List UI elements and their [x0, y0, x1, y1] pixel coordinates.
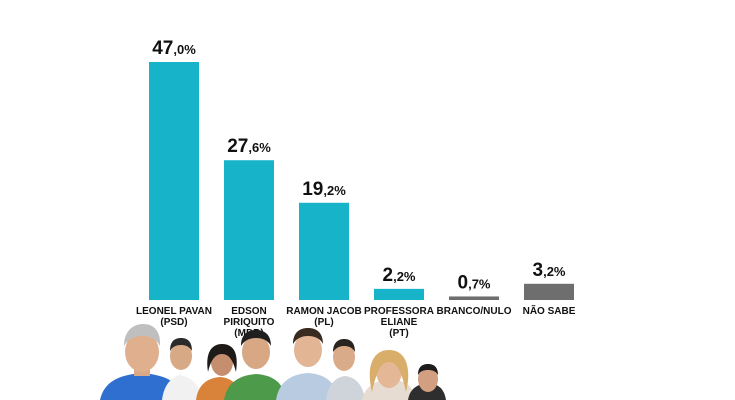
- value-label-4: 0,7%: [458, 272, 491, 293]
- category-label-0: LEONEL PAVAN (PSD): [136, 306, 212, 328]
- candidate-photo-2: [162, 338, 202, 400]
- category-label-5: NÃO SABE: [523, 304, 576, 317]
- candidate-photo-ramon-jacob: [276, 328, 338, 400]
- candidate-photo-edson-piriquito: [224, 330, 286, 400]
- candidate-photo-8: [408, 364, 446, 400]
- value-label-0: 47,0%: [152, 38, 196, 59]
- category-label-3: PROFESSORA ELIANE (PT): [364, 306, 434, 339]
- bar-0: [149, 62, 199, 300]
- value-label-5: 3,2%: [533, 260, 566, 281]
- candidate-photos: [100, 324, 446, 400]
- bar-3: [374, 288, 424, 300]
- bar-2: [299, 202, 349, 300]
- category-label-4: BRANCO/NULO: [437, 306, 512, 317]
- value-label-1: 27,6%: [227, 136, 271, 157]
- candidate-photo-6: [326, 339, 365, 400]
- bar-1: [224, 160, 274, 300]
- candidate-photo-leonel-pavan: [100, 324, 184, 400]
- value-label-3: 2,2%: [383, 265, 416, 286]
- bar-5: [524, 283, 574, 300]
- candidate-photo-professora-eliane: [362, 350, 416, 400]
- category-label-2: RAMON JACOB (PL): [286, 306, 362, 328]
- value-label-2: 19,2%: [302, 179, 346, 200]
- bar-4: [449, 296, 499, 300]
